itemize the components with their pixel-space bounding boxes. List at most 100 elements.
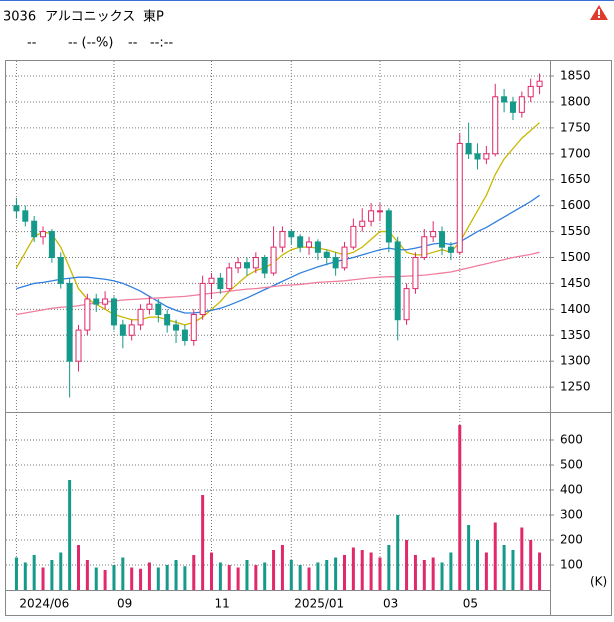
x-tick-label: 11 <box>215 597 230 611</box>
candle-body <box>137 308 144 326</box>
candle-body <box>368 210 375 222</box>
candle-body <box>75 329 82 362</box>
volume-tick-label: 300 <box>560 508 583 522</box>
volume-bar <box>387 545 391 590</box>
candle-body <box>501 96 508 103</box>
candle-body <box>447 246 454 253</box>
y-tick-label: 1850 <box>560 69 591 83</box>
candle-body <box>527 85 534 98</box>
volume-bar <box>484 552 488 590</box>
candle-body <box>376 210 383 213</box>
candle-body <box>465 142 472 155</box>
y-tick-label: 1300 <box>560 354 591 368</box>
volume-bar <box>351 547 355 590</box>
x-tick-label: 03 <box>383 597 398 611</box>
volume-bar <box>493 522 497 590</box>
candle-body <box>66 282 73 362</box>
volume-bar <box>413 555 417 590</box>
volume-bar <box>227 565 231 590</box>
volume-bar <box>431 557 435 590</box>
volume-bar <box>23 562 27 590</box>
candle-body <box>323 251 330 258</box>
candle-body <box>270 246 277 274</box>
volume-bar <box>422 560 426 590</box>
volume-bar <box>183 566 187 590</box>
volume-unit: (K) <box>590 575 607 589</box>
volume-bar <box>289 560 293 590</box>
candle-body <box>456 142 463 253</box>
volume-bar <box>165 565 169 590</box>
candle-body <box>394 241 401 321</box>
volume-bar <box>529 540 533 590</box>
volume-bar <box>32 555 36 590</box>
x-tick-label: 09 <box>117 597 132 611</box>
candle-body <box>13 205 20 212</box>
y-tick-label: 1450 <box>560 276 591 290</box>
candle-body <box>430 231 437 238</box>
volume-bar <box>378 557 382 590</box>
y-tick-label: 1800 <box>560 94 591 108</box>
volume-bar <box>112 565 116 590</box>
y-tick-label: 1500 <box>560 250 591 264</box>
volume-bar <box>50 560 54 590</box>
volume-bar <box>538 552 542 590</box>
y-tick-label: 1550 <box>560 224 591 238</box>
stock-name: アルコニックス <box>45 10 135 25</box>
candle-body <box>146 303 153 310</box>
candle-body <box>261 256 268 274</box>
candle-body <box>22 210 29 222</box>
candle-body <box>110 298 117 326</box>
volume-bar <box>201 495 205 590</box>
volume-bar <box>511 550 515 590</box>
volume-bar <box>280 545 284 590</box>
volume-bar <box>14 557 18 590</box>
candle-body <box>439 231 446 248</box>
candle-body <box>128 324 135 336</box>
y-tick-label: 1350 <box>560 328 591 342</box>
x-tick-label: 05 <box>463 597 478 611</box>
candle-body <box>208 277 215 284</box>
volume-bar <box>405 540 409 590</box>
candle-body <box>288 231 295 238</box>
time: --:-- <box>150 36 173 51</box>
candle-body <box>359 220 366 227</box>
volume-bar <box>218 562 222 590</box>
candle-body <box>350 225 357 248</box>
candle-body <box>48 231 55 258</box>
volume-bar <box>449 552 453 590</box>
candle-body <box>474 153 481 160</box>
x-tick-label: 2024/06 <box>19 597 69 611</box>
y-tick-label: 1400 <box>560 302 591 316</box>
price: -- <box>27 36 37 51</box>
volume-bar <box>121 557 125 590</box>
candle-body <box>181 329 188 341</box>
candle-body <box>217 277 224 290</box>
candle-body <box>403 288 410 321</box>
volume-bar <box>192 555 196 590</box>
candle-body <box>243 262 250 269</box>
volume-bar <box>458 425 462 590</box>
volume-bar <box>245 560 249 590</box>
y-tick-label: 1250 <box>560 380 591 394</box>
volume-bar <box>334 557 338 590</box>
candle-body <box>332 256 339 269</box>
candle-body <box>509 101 516 113</box>
y-tick-label: 1750 <box>560 120 591 134</box>
volume-bar <box>263 562 267 590</box>
y-tick-label: 1650 <box>560 172 591 186</box>
warning-icon[interactable] <box>590 5 608 20</box>
volume-tick-label: 200 <box>560 533 583 547</box>
candle-body <box>84 298 91 331</box>
moving-average <box>16 194 540 314</box>
stock-code: 3036 <box>3 10 36 25</box>
volume-bar <box>174 560 178 590</box>
candle-body <box>31 220 38 238</box>
volume-bar <box>520 527 524 590</box>
candle-body <box>226 267 233 290</box>
candle-body <box>518 96 525 113</box>
candle-body <box>421 236 428 258</box>
volume-bar <box>103 570 107 590</box>
volume-bar <box>325 560 329 590</box>
